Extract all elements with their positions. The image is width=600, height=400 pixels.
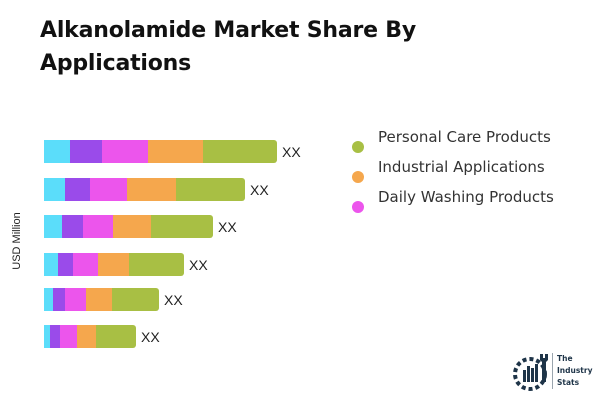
legend-label: Daily Washing Products [378, 188, 554, 206]
bar-segment [127, 178, 176, 201]
bar-segment [151, 215, 213, 238]
bar-segment [58, 253, 73, 276]
legend-label: Personal Care Products [378, 128, 551, 146]
legend-dot-icon [352, 141, 364, 153]
bar-value-label: XX [141, 329, 160, 345]
legend-dot-icon [352, 201, 364, 213]
bar-value-label: XX [250, 182, 269, 198]
bar-segment [203, 140, 277, 163]
bar-value-label: XX [164, 292, 183, 308]
bar-row [44, 253, 184, 276]
bar-segment [98, 253, 129, 276]
bar-segment [65, 288, 86, 311]
bar-segment [90, 178, 127, 201]
legend-dot-icon [352, 171, 364, 183]
bar-segment [44, 140, 70, 163]
bar-row [44, 140, 277, 163]
gear-wrench-logo-icon [513, 354, 548, 391]
bar-segment [129, 253, 184, 276]
bar-segment [62, 215, 83, 238]
bar-segment [112, 288, 159, 311]
bar-segment [50, 325, 60, 348]
logo-text: The Industry Stats [557, 354, 593, 387]
bar-segment [83, 215, 113, 238]
bar-value-label: XX [189, 257, 208, 273]
brand-logo: The Industry Stats [513, 350, 597, 392]
bar-segment [77, 325, 96, 348]
bar-segment [176, 178, 245, 201]
logo-divider [552, 353, 553, 389]
legend-label: Industrial Applications [378, 158, 545, 176]
bar-row [44, 325, 136, 348]
bar-segment [73, 253, 98, 276]
bar-row [44, 178, 245, 201]
bar-segment [44, 288, 53, 311]
bar-segment [53, 288, 65, 311]
bar-row [44, 215, 213, 238]
bar-segment [70, 140, 102, 163]
bar-value-label: XX [218, 219, 237, 235]
bar-segment [44, 215, 62, 238]
bar-segment [44, 178, 65, 201]
chart-title: Alkanolamide Market Share By Application… [40, 18, 417, 76]
bar-row [44, 288, 159, 311]
bar-segment [96, 325, 136, 348]
bar-segment [148, 140, 203, 163]
bar-segment [102, 140, 148, 163]
bar-segment [86, 288, 112, 311]
bar-value-label: XX [282, 144, 301, 160]
bar-segment [44, 325, 50, 348]
bar-segment [65, 178, 90, 201]
bar-segment [60, 325, 77, 348]
bar-segment [44, 253, 58, 276]
bar-segment [113, 215, 151, 238]
stacked-bar-chart: XX XX XX XX XX XX [44, 140, 301, 348]
